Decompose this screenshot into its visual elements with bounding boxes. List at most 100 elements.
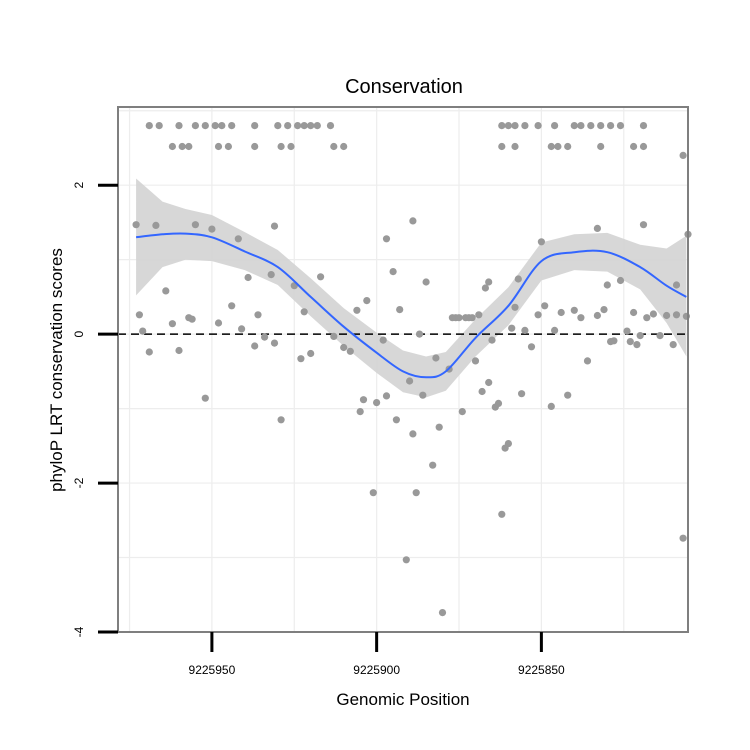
data-point [270,339,279,347]
data-point [139,327,147,335]
data-point [300,308,308,316]
data-point [672,281,681,289]
data-point [228,122,236,130]
data-point [261,333,269,341]
data-point [541,302,549,310]
data-point [277,142,285,151]
data-point [251,142,259,151]
data-point [294,122,302,130]
confidence-ribbon [136,178,687,398]
data-point [392,416,400,424]
data-point [583,357,592,365]
data-point [429,461,437,469]
y-axis-ticks: 2 0 -2 -4 [72,182,118,637]
data-point [537,238,546,246]
data-point [623,327,631,335]
data-point [521,326,529,334]
x-tick-label: 9225850 [518,663,565,677]
data-point [409,217,417,225]
data-point [419,391,427,399]
data-point [557,308,565,317]
y-tick-label: 0 [72,330,86,337]
data-point [340,142,348,151]
data-point [514,275,522,283]
data-point [208,225,216,233]
data-point [359,396,368,404]
data-point [382,235,391,243]
data-point [326,122,335,130]
y-tick-label: -4 [72,626,86,637]
data-point [435,423,443,431]
data-point [485,378,493,387]
data-point [396,306,404,314]
data-point [663,311,671,320]
chart-title: Conservation [345,76,463,98]
data-point [238,325,246,333]
data-point [508,324,516,332]
data-point [145,122,153,130]
data-point [593,224,602,232]
data-point [277,416,285,424]
data-point [409,430,417,438]
data-point [570,306,578,314]
data-point [307,122,315,130]
data-point [244,273,252,282]
data-point [422,278,430,286]
data-point [402,556,410,564]
data-point [534,122,542,130]
data-point [551,122,559,130]
data-point [135,311,143,319]
data-point [630,308,638,317]
data-point [185,142,193,151]
data-point [132,221,140,229]
data-point [471,357,480,365]
data-point [175,122,183,130]
y-tick-label: 2 [72,182,86,189]
smooth-trend-line [135,232,687,379]
data-point [593,311,602,320]
x-tick-label: 9225900 [353,663,400,677]
data-point [218,122,226,130]
data-point [636,332,644,340]
data-point [438,609,447,617]
data-point [633,341,641,349]
data-point [458,408,466,416]
data-point [518,390,526,398]
data-point [468,314,476,322]
data-point [152,221,160,229]
data-point [188,315,196,323]
data-point [363,297,371,305]
x-axis-label: Genomic Position [336,690,469,709]
data-point [251,342,259,350]
data-point [201,394,209,402]
panel-border [117,106,689,633]
data-point [488,336,496,344]
data-point [603,281,611,289]
data-point [412,489,420,497]
data-point [211,122,219,130]
data-point [554,142,562,151]
data-point [630,142,638,151]
data-point [534,311,542,319]
data-point [356,408,364,416]
data-point [270,222,279,230]
data-point [498,122,506,130]
data-point [287,142,295,151]
data-point [600,306,608,314]
x-axis-ticks: 9225950 9225900 9225850 [189,632,565,677]
data-point [639,142,648,151]
x-tick-label: 9225950 [189,663,236,677]
data-point [168,142,176,151]
y-axis-label: phyloP LRT conservation scores [47,248,66,492]
data-point [597,122,605,130]
data-point [547,402,555,410]
data-point [330,142,338,151]
data-point [643,314,651,322]
data-point [389,268,397,276]
data-point [346,347,354,355]
data-point [679,151,687,159]
data-point [297,355,305,363]
data-point [317,273,325,281]
data-point [373,399,381,407]
